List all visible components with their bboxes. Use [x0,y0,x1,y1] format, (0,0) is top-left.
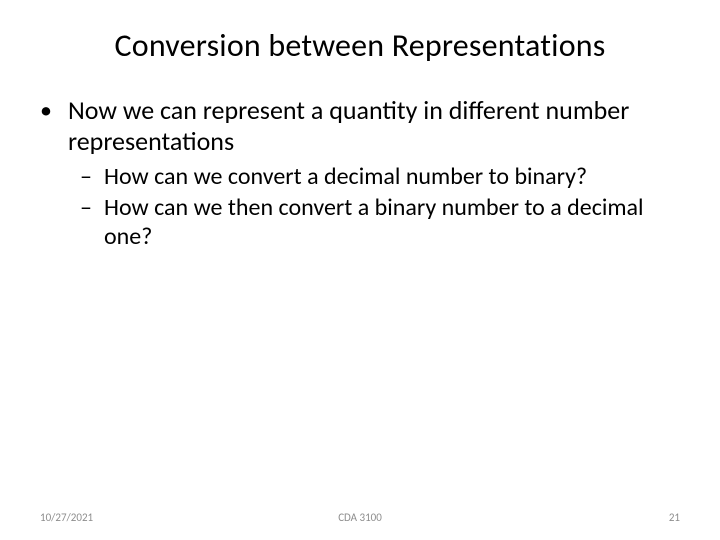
bullet-l2-text: How can we then convert a binary number … [104,194,680,252]
bullet-l2-text: How can we convert a decimal number to b… [104,163,680,192]
bullet-l1-text: Now we can represent a quantity in diffe… [68,95,680,157]
bullet-dot-icon: • [40,95,68,157]
bullet-level2: – How can we convert a decimal number to… [80,163,680,192]
slide-body: • Now we can represent a quantity in dif… [0,95,720,252]
slide-footer: 10/27/2021 CDA 3100 21 [0,511,720,524]
bullet-level1: • Now we can represent a quantity in dif… [40,95,680,157]
bullet-dash-icon: – [80,163,104,192]
footer-course: CDA 3100 [338,511,382,524]
bullet-level2: – How can we then convert a binary numbe… [80,194,680,252]
slide-container: Conversion between Representations • Now… [0,0,720,540]
footer-page-number: 21 [669,511,680,524]
footer-date: 10/27/2021 [40,511,93,524]
slide-title: Conversion between Representations [0,0,720,95]
bullet-dash-icon: – [80,194,104,252]
